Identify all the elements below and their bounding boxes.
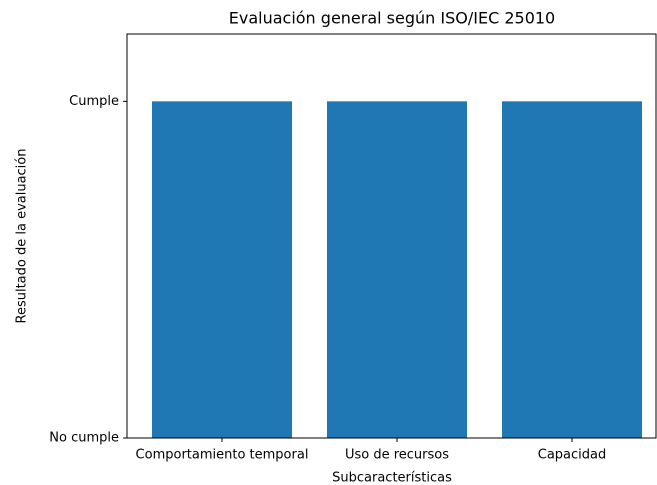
y-tick-label: No cumple: [49, 431, 119, 446]
x-axis-label: Subcaracterísticas: [332, 471, 452, 485]
y-axis-label: Resultado de la evaluación: [15, 149, 30, 324]
bar: [327, 101, 467, 438]
bar: [152, 101, 292, 438]
plot-frame: [126, 33, 657, 439]
bar: [502, 101, 642, 438]
chart-title: Evaluación general según ISO/IEC 25010: [229, 9, 555, 28]
x-tick-label: Comportamiento temporal: [136, 448, 309, 463]
x-tick-label: Capacidad: [538, 448, 607, 463]
x-tick-label: Uso de recursos: [345, 448, 449, 463]
y-tick-label: Cumple: [69, 94, 119, 109]
